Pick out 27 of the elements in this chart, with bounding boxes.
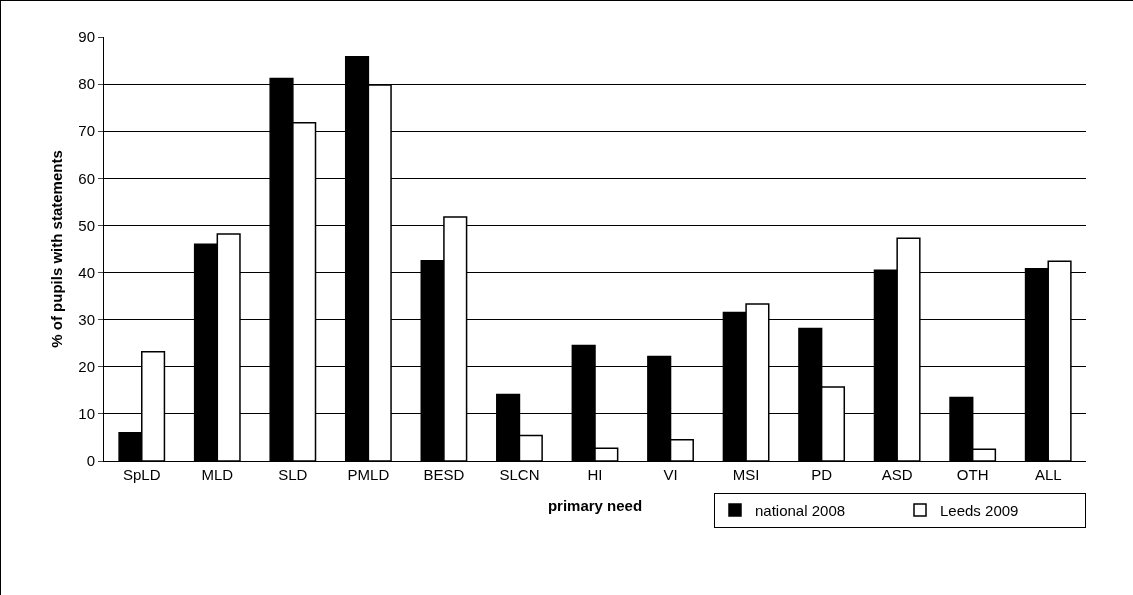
legend-label: Leeds 2009 [940,501,1019,519]
y-tick-label: 0 [86,452,95,470]
y-tick-label: 20 [78,358,95,376]
y-tick-label: 90 [78,28,95,46]
y-tick-label: 80 [78,75,95,93]
x-tick-label: MLD [201,466,234,483]
y-tick-label: 50 [78,216,95,234]
x-tick-label: SLCN [499,466,540,483]
x-tick-label: ALL [1034,466,1062,483]
y-tick-label: 10 [78,405,95,423]
y-tick-label: 40 [78,263,95,281]
x-tick-label: ASD [881,466,913,483]
x-tick-label: PMLD [347,466,390,483]
y-axis-title: % of pupils with statements [47,150,65,348]
x-tick-label: OTH [956,466,989,483]
x-tick-label: SLD [278,466,308,483]
y-tick-label: 30 [78,310,95,328]
x-tick-label: PD [811,466,833,483]
legend-label: national 2008 [755,501,846,519]
x-axis-title: primary need [547,497,643,514]
y-tick-label: 70 [78,122,95,140]
x-tick-label: MSI [732,466,760,483]
x-tick-label: SpLD [123,466,161,483]
x-tick-label: HI [587,466,603,483]
x-tick-label: VI [663,466,678,483]
x-tick-label: BESD [423,466,465,483]
y-tick-label: 60 [78,169,95,187]
